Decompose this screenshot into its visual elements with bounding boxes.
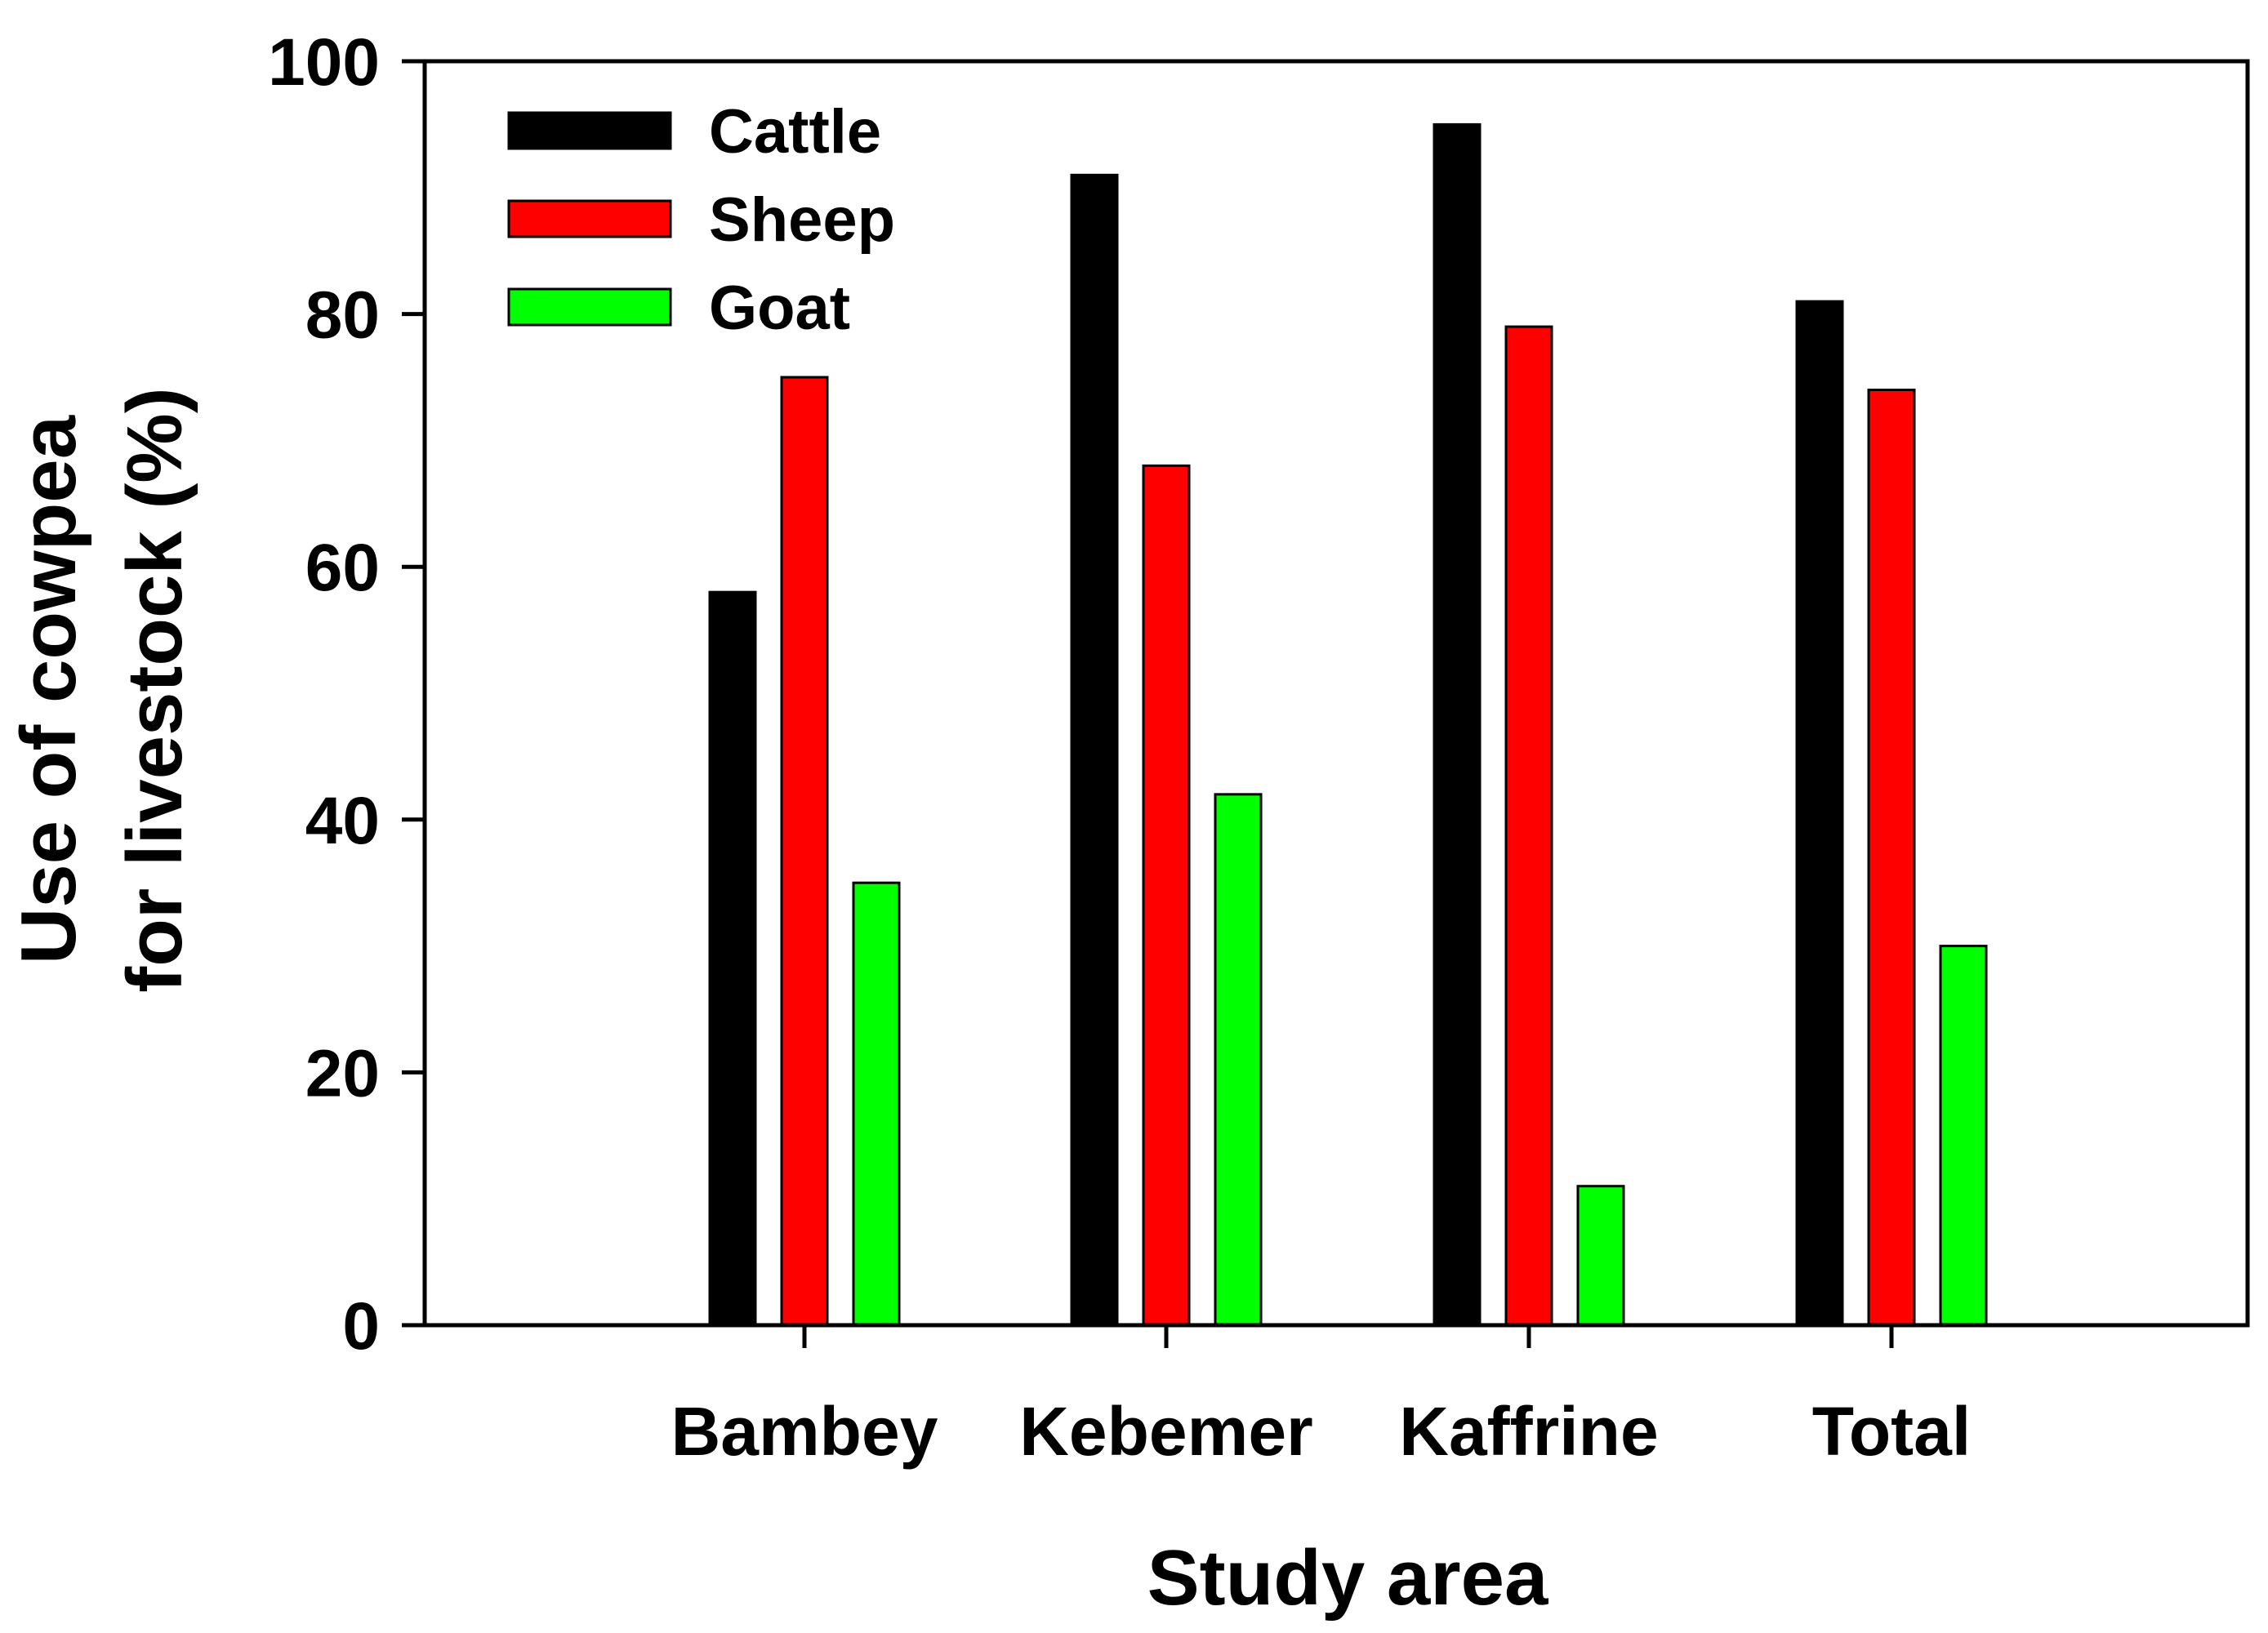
- legend-label-sheep: Sheep: [709, 185, 895, 255]
- plot-area-frame: [422, 59, 2250, 1328]
- y-tick-label: 80: [305, 278, 380, 353]
- legend-swatch-sheep: [507, 199, 672, 238]
- y-axis-title-line-1: Use of cowpea: [5, 415, 92, 964]
- bar-goat-total: [1939, 945, 1988, 1327]
- bar-sheep-total: [1867, 388, 1916, 1327]
- y-tick-label: 0: [342, 1289, 380, 1364]
- legend-label-goat: Goat: [709, 274, 850, 343]
- y-tick-label: 100: [268, 25, 380, 100]
- bar-sheep-kebemer: [1142, 464, 1191, 1327]
- x-axis-ticks: Bambey Kebemer Kaffrine Total: [671, 1325, 1971, 1470]
- y-tick-label: 20: [305, 1036, 380, 1110]
- bar-cattle-kebemer: [1070, 173, 1119, 1327]
- bar-cattle-total: [1795, 300, 1844, 1327]
- bar-cattle-bambey: [708, 590, 757, 1327]
- bar-goat-kaffrine: [1576, 1185, 1625, 1327]
- bars: [708, 122, 1988, 1327]
- legend-swatch-goat: [507, 287, 672, 327]
- x-axis-title: Study area: [1147, 1534, 1548, 1622]
- x-tick-label-bambey: Bambey: [671, 1393, 938, 1470]
- x-tick-label-kaffrine: Kaffrine: [1399, 1393, 1658, 1470]
- bar-sheep-bambey: [780, 376, 829, 1327]
- y-axis-ticks: 0 20 40 60 80 100: [268, 25, 425, 1364]
- x-tick-label-kebemer: Kebemer: [1019, 1393, 1313, 1470]
- bar-goat-kebemer: [1214, 793, 1263, 1327]
- y-axis-title-line-2: for livestock (%): [111, 387, 198, 993]
- bar-cattle-kaffrine: [1433, 122, 1482, 1327]
- bar-goat-bambey: [852, 881, 901, 1327]
- legend: Cattle Sheep Goat: [507, 97, 895, 343]
- y-axis-title: Use of cowpea for livestock (%): [5, 387, 198, 993]
- legend-label-cattle: Cattle: [709, 97, 881, 167]
- legend-swatch-cattle: [507, 111, 672, 150]
- y-tick-label: 60: [305, 531, 380, 605]
- bar-sheep-kaffrine: [1504, 325, 1553, 1327]
- y-tick-label: 40: [305, 784, 380, 858]
- x-tick-label-total: Total: [1812, 1393, 1971, 1470]
